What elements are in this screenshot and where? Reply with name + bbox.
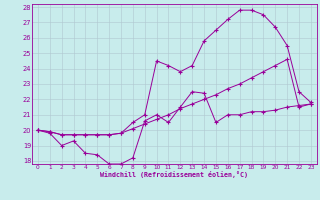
X-axis label: Windchill (Refroidissement éolien,°C): Windchill (Refroidissement éolien,°C) <box>100 171 248 178</box>
